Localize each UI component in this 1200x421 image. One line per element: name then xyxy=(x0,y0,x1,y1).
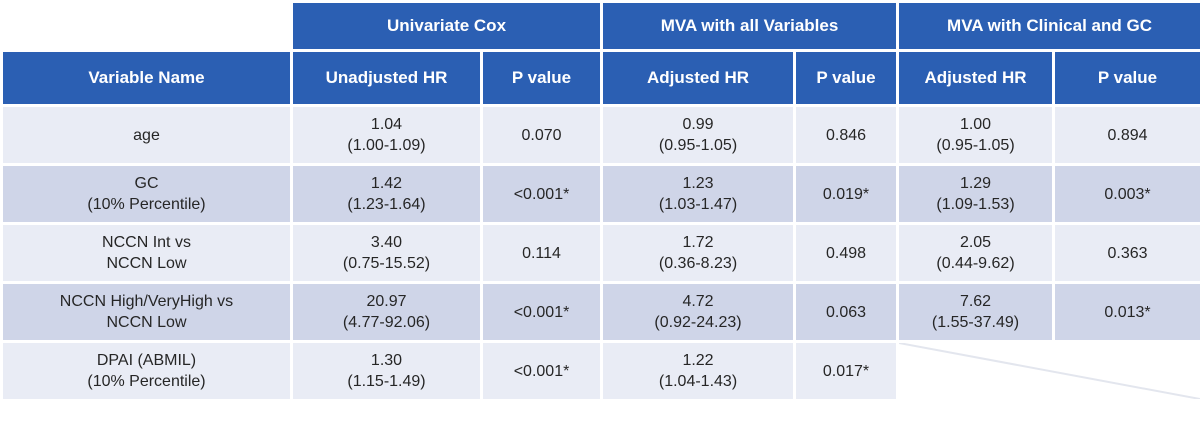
hr-value: 1.22 xyxy=(682,352,714,369)
variable-name-text: DPAI (ABMIL) xyxy=(96,352,197,369)
variable-name-text: age xyxy=(133,126,160,144)
unadjusted-hr-cell: 1.30 (1.15-1.49) xyxy=(293,343,480,399)
hr-ci: (0.95-1.05) xyxy=(658,137,738,154)
p-value-cell: 0.003* xyxy=(1055,166,1200,222)
column-header-unadjusted-hr: Unadjusted HR xyxy=(293,52,480,104)
hr-ci: (0.92-24.23) xyxy=(654,314,742,331)
unadjusted-hr-cell: 1.04 (1.00-1.09) xyxy=(293,107,480,163)
adjusted-hr-cell: 1.22 (1.04-1.43) xyxy=(603,343,794,399)
column-header-p-value: P value xyxy=(1055,52,1200,104)
p-value-cell: 0.070 xyxy=(483,107,601,163)
hr-value: 1.42 xyxy=(370,175,403,192)
column-header-adjusted-hr: Adjusted HR xyxy=(899,52,1053,104)
adjusted-hr-cell: 7.62 (1.55-37.49) xyxy=(899,284,1053,340)
adjusted-hr-cell: 4.72 (0.92-24.23) xyxy=(603,284,794,340)
group-header-univariate: Univariate Cox xyxy=(293,3,601,49)
p-value-cell: 0.894 xyxy=(1055,107,1200,163)
hr-ci: (1.23-1.64) xyxy=(347,196,426,213)
hr-ci: (4.77-92.06) xyxy=(342,314,431,331)
hazard-ratio-table: Univariate Cox MVA with all Variables MV… xyxy=(3,3,1200,399)
variable-name-cell: NCCN Int vs NCCN Low xyxy=(3,225,290,281)
hr-value: 20.97 xyxy=(366,293,407,310)
hr-value: 1.04 xyxy=(370,116,403,133)
p-value-cell: <0.001* xyxy=(483,166,601,222)
p-value-cell: <0.001* xyxy=(483,284,601,340)
not-applicable-cell xyxy=(899,343,1200,399)
group-header-row: Univariate Cox MVA with all Variables MV… xyxy=(3,3,1200,49)
hr-value: 1.72 xyxy=(682,234,714,251)
adjusted-hr-cell: 0.99 (0.95-1.05) xyxy=(603,107,794,163)
hr-ci: (1.04-1.43) xyxy=(658,373,738,390)
unadjusted-hr-cell: 1.42 (1.23-1.64) xyxy=(293,166,480,222)
hr-value: 4.72 xyxy=(682,293,714,310)
variable-name-text: NCCN Int vs xyxy=(102,234,191,251)
table-row: age 1.04 (1.00-1.09) 0.070 0.99 (0.95-1.… xyxy=(3,107,1200,163)
adjusted-hr-cell: 1.72 (0.36-8.23) xyxy=(603,225,794,281)
variable-name-cell: DPAI (ABMIL) (10% Percentile) xyxy=(3,343,290,399)
hr-ci: (0.75-15.52) xyxy=(342,255,431,272)
variable-name-subtext: (10% Percentile) xyxy=(87,373,206,390)
hr-value: 2.05 xyxy=(959,234,992,251)
table-row: DPAI (ABMIL) (10% Percentile) 1.30 (1.15… xyxy=(3,343,1200,399)
column-header-p-value: P value xyxy=(796,52,897,104)
table-row: GC (10% Percentile) 1.42 (1.23-1.64) <0.… xyxy=(3,166,1200,222)
variable-name-cell: NCCN High/VeryHigh vs NCCN Low xyxy=(3,284,290,340)
p-value-cell: 0.063 xyxy=(796,284,897,340)
group-header-mva-all: MVA with all Variables xyxy=(603,3,897,49)
variable-name-text: GC xyxy=(134,175,159,192)
table-row: NCCN High/VeryHigh vs NCCN Low 20.97 (4.… xyxy=(3,284,1200,340)
hr-ci: (0.36-8.23) xyxy=(658,255,738,272)
column-header-p-value: P value xyxy=(483,52,601,104)
unadjusted-hr-cell: 3.40 (0.75-15.52) xyxy=(293,225,480,281)
unadjusted-hr-cell: 20.97 (4.77-92.06) xyxy=(293,284,480,340)
adjusted-hr-cell: 1.23 (1.03-1.47) xyxy=(603,166,794,222)
diagonal-line xyxy=(899,343,1200,399)
column-header-variable-name: Variable Name xyxy=(3,52,290,104)
p-value-cell: <0.001* xyxy=(483,343,601,399)
column-header-adjusted-hr: Adjusted HR xyxy=(603,52,794,104)
p-value-cell: 0.363 xyxy=(1055,225,1200,281)
hr-ci: (1.15-1.49) xyxy=(347,373,426,390)
adjusted-hr-cell: 1.00 (0.95-1.05) xyxy=(899,107,1053,163)
variable-name-text: NCCN High/VeryHigh vs xyxy=(59,293,234,310)
adjusted-hr-cell: 1.29 (1.09-1.53) xyxy=(899,166,1053,222)
hr-ci: (1.00-1.09) xyxy=(347,137,426,154)
p-value-cell: 0.114 xyxy=(483,225,601,281)
hr-ci: (0.44-9.62) xyxy=(936,255,1015,272)
table-row: NCCN Int vs NCCN Low 3.40 (0.75-15.52) 0… xyxy=(3,225,1200,281)
hr-ci: (0.95-1.05) xyxy=(936,137,1015,154)
p-value-cell: 0.019* xyxy=(796,166,897,222)
p-value-cell: 0.017* xyxy=(796,343,897,399)
column-header-row: Variable Name Unadjusted HR P value Adju… xyxy=(3,52,1200,104)
variable-name-cell: GC (10% Percentile) xyxy=(3,166,290,222)
hr-value: 1.00 xyxy=(959,116,992,133)
group-header-mva-clinical-gc: MVA with Clinical and GC xyxy=(899,3,1200,49)
variable-name-subtext: NCCN Low xyxy=(106,255,187,272)
hr-value: 3.40 xyxy=(370,234,403,251)
p-value-cell: 0.013* xyxy=(1055,284,1200,340)
hr-ci: (1.55-37.49) xyxy=(931,314,1020,331)
hr-value: 1.30 xyxy=(370,352,403,369)
hr-value: 1.23 xyxy=(682,175,714,192)
variable-name-subtext: (10% Percentile) xyxy=(87,196,206,213)
adjusted-hr-cell: 2.05 (0.44-9.62) xyxy=(899,225,1053,281)
hr-ci: (1.09-1.53) xyxy=(936,196,1015,213)
p-value-cell: 0.846 xyxy=(796,107,897,163)
hr-value: 0.99 xyxy=(682,116,714,133)
header-corner-blank xyxy=(3,3,290,49)
hr-value: 1.29 xyxy=(959,175,992,192)
hr-value: 7.62 xyxy=(959,293,992,310)
p-value-cell: 0.498 xyxy=(796,225,897,281)
variable-name-cell: age xyxy=(3,107,290,163)
hr-ci: (1.03-1.47) xyxy=(658,196,738,213)
variable-name-subtext: NCCN Low xyxy=(106,314,187,331)
